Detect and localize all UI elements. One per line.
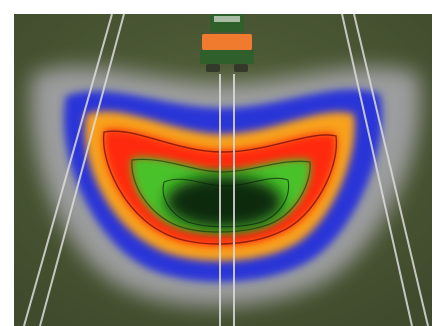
- tractor: [200, 14, 254, 72]
- green-contour-line: [131, 158, 311, 233]
- tractor-cab-window: [214, 16, 240, 22]
- tramline-right-inner: [341, 14, 413, 326]
- red-contour-line: [102, 130, 338, 245]
- core-zone: [166, 176, 282, 228]
- tramline-right-outer: [353, 14, 429, 326]
- spreader-disc-left: [206, 64, 220, 72]
- tramline-left-outer: [23, 14, 113, 326]
- inner-contour-line: [162, 177, 290, 228]
- tramline-left-inner: [39, 14, 125, 326]
- spreader-disc-right: [234, 64, 248, 72]
- field-photo: [14, 14, 432, 326]
- spreader-body: [202, 34, 252, 50]
- spread-pattern-figure: [14, 14, 432, 326]
- spreader-frame: [200, 50, 254, 64]
- tramlines: [23, 14, 429, 326]
